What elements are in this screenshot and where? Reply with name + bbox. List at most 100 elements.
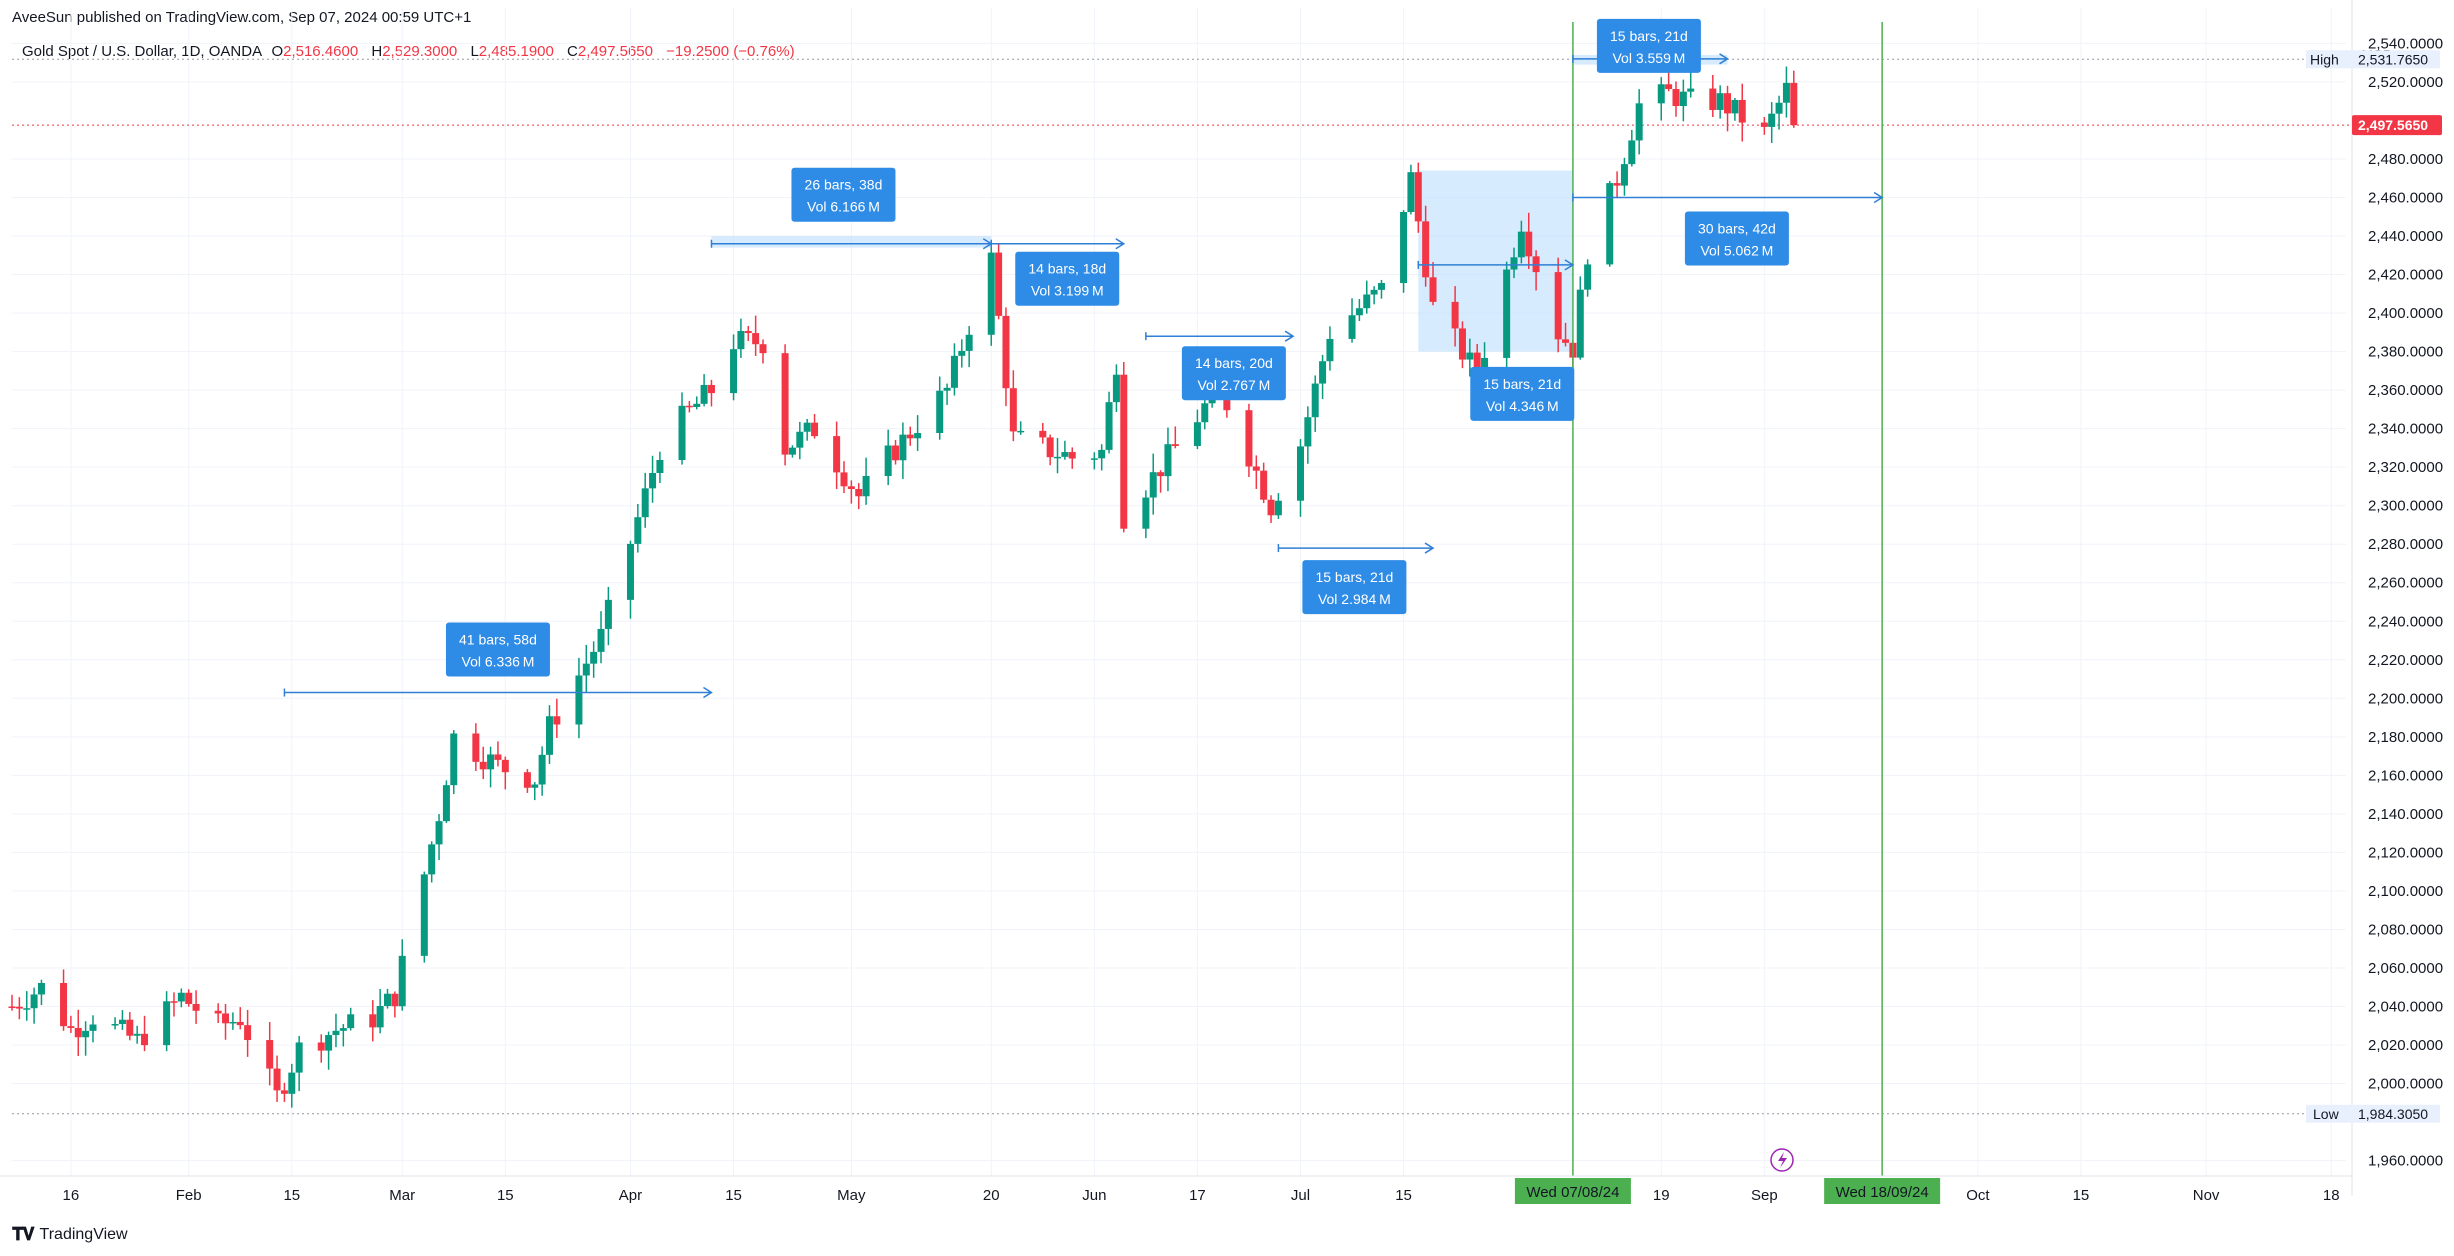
candle-body [1525,231,1533,257]
range-boxes [711,54,1728,352]
annotation-label[interactable]: 14 bars, 18d Vol 3.199 M [1015,251,1120,306]
symbol-name[interactable]: Gold Spot / U.S. Dollar, 1D, OANDA [22,43,262,60]
price-tick-label: 2,020.0000 [2368,1037,2443,1054]
candle-body [376,1006,384,1028]
annotation-box [1302,560,1407,615]
candle-body [222,1013,230,1024]
annotation-box [1015,251,1120,306]
annotation-label[interactable]: 26 bars, 38d Vol 6.166 M [791,167,896,222]
candle-body [1414,172,1422,222]
candle-body [1193,422,1201,447]
time-tick-label: 15 [283,1187,300,1204]
annotation-volume-text: Vol 6.336 M [462,654,535,670]
price-tick-label: 2,380.0000 [2368,344,2443,361]
arrow-head-icon [703,686,713,699]
time-tick-label: 18 [2323,1187,2340,1204]
candle-body [788,447,796,455]
candle-body [37,982,45,995]
high-tag-bg [2306,50,2352,69]
candle-body [391,993,399,1007]
annotation-bars-text: 15 bars, 21d [1315,569,1393,585]
candle-body [840,472,848,487]
annotation-label[interactable]: 30 bars, 42d Vol 5.062 M [1684,211,1789,266]
candle-body [1046,437,1054,458]
time-tick-label: Nov [2193,1187,2220,1204]
candle-body [1716,93,1724,110]
annotation-label[interactable]: 41 bars, 58d Vol 6.336 M [445,622,550,677]
time-tick-label: Sep [1751,1187,1778,1204]
candle-body [1760,122,1768,127]
candle-body [575,675,583,725]
candle-body [501,759,509,773]
candle-body [1724,93,1732,114]
candle-body [1054,456,1062,459]
candle-body [737,330,745,350]
candle-body [472,733,480,762]
price-tick-label: 2,400.0000 [2368,305,2443,322]
annotation-box [1596,18,1701,73]
low-label: L [470,43,479,60]
candle-body [1039,430,1047,438]
candle-body [487,754,495,770]
candle-body [1458,328,1466,360]
arrow-head-icon [1284,330,1295,342]
candle-body [847,486,855,490]
candle-body [538,754,546,785]
candle-body [1260,470,1268,500]
candle-body [1142,497,1150,529]
candle-body [170,1001,178,1003]
arrow-head-icon [1424,542,1435,554]
candle-body [803,422,811,432]
candle-body [1422,221,1430,278]
annotation-label[interactable]: 14 bars, 20d Vol 2.767 M [1181,346,1286,401]
candle-body [332,1030,340,1036]
low-value: 2,485.1900 [478,43,554,60]
annotation-label[interactable]: 15 bars, 21d Vol 2.984 M [1302,560,1407,615]
candle-body [1451,301,1459,329]
candle-body [1149,472,1157,498]
candlestick-series[interactable] [8,66,1798,1108]
price-tick-label: 2,160.0000 [2368,767,2443,784]
price-tick-label: 2,140.0000 [2368,806,2443,823]
low-value-bg [2352,1104,2440,1123]
time-tick-label: 15 [2073,1187,2090,1204]
candle-body [906,434,914,439]
candle-body [1090,458,1098,460]
price-tick-label: 2,520.0000 [2368,74,2443,91]
candle-body [1562,339,1570,343]
arrow-head-icon [1873,191,1884,204]
price-axis-bg [2352,14,2454,1190]
candle-body [89,1024,97,1031]
candle-body [700,384,708,404]
candle-body [1672,89,1680,107]
candle-body [759,344,767,354]
time-axis[interactable]: 16 Feb 15 Mar 15 Apr 15 May 20 Jun 17 Jul 15 19 Sep Oct… [0,1148,2352,1204]
candle-body [1731,99,1739,114]
low-tag-value: 1,984.3050 [2358,1106,2428,1122]
high-tag-value: 2,531.7650 [2358,51,2428,67]
candle-body [435,821,443,845]
price-tick-label: 2,300.0000 [2368,498,2443,515]
footer-brand[interactable]: 𝐓𝐕 TradingView [12,1224,128,1245]
annotation-label[interactable]: 15 bars, 21d Vol 3.559 M [1596,18,1701,73]
candle-body [958,350,966,356]
price-axis[interactable]: 1,960.0000 2,000.0000 2,020.0000 2,040.0000… [2306,0,2454,1196]
annotation-label[interactable]: 15 bars, 21d Vol 4.346 M [1470,366,1575,421]
candle-body [914,433,922,439]
candle-body [111,1024,119,1026]
price-tick-label: 2,320.0000 [2368,459,2443,476]
candle-body [1252,466,1260,471]
range-annotations[interactable]: 41 bars, 58d Vol 6.336 M 26 bars, 38d Vol 6… [283,18,1884,699]
date-range-lines[interactable] [1572,22,1883,1176]
range-box [1418,170,1573,352]
candle-body [1775,102,1783,114]
candle-body [1068,452,1076,459]
price-tick-label: 2,340.0000 [2368,421,2443,438]
candle-body [678,405,686,460]
candle-body [523,772,531,788]
candle-body [693,403,701,408]
candle-body [185,992,193,1004]
candle-body [1768,113,1776,127]
price-tick-label: 2,180.0000 [2368,729,2443,746]
